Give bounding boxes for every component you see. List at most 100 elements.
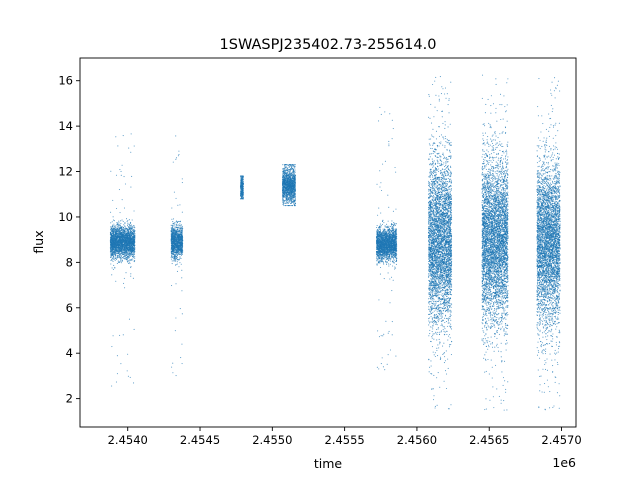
data-point	[287, 172, 288, 173]
data-point	[131, 250, 132, 251]
data-point	[111, 249, 112, 250]
data-point	[178, 236, 179, 237]
data-point	[130, 260, 131, 261]
data-point	[178, 266, 179, 267]
data-point	[172, 363, 173, 364]
data-point	[294, 191, 295, 192]
data-point	[131, 260, 132, 261]
data-point	[127, 225, 128, 226]
data-point	[171, 230, 172, 231]
data-point	[133, 247, 134, 248]
data-point	[119, 234, 120, 235]
data-point	[172, 254, 173, 255]
data-point	[127, 261, 128, 262]
data-point	[118, 225, 119, 226]
data-point	[174, 237, 175, 238]
data-point	[179, 223, 180, 224]
data-point	[115, 231, 116, 232]
data-point	[282, 202, 283, 203]
data-point	[123, 334, 124, 335]
data-point	[114, 251, 115, 252]
data-point	[177, 225, 178, 226]
data-point	[171, 259, 172, 260]
data-point	[134, 230, 135, 231]
data-point	[129, 254, 130, 255]
data-point	[130, 266, 131, 267]
data-point	[242, 194, 243, 195]
data-point	[122, 244, 123, 245]
data-point	[134, 329, 135, 330]
data-point	[110, 242, 111, 243]
data-point	[129, 235, 130, 236]
data-point	[179, 225, 180, 226]
data-point	[132, 227, 133, 228]
data-point	[177, 244, 178, 245]
data-point	[121, 245, 122, 246]
data-point	[132, 247, 133, 248]
data-point	[181, 245, 182, 246]
data-point	[119, 335, 120, 336]
data-point	[182, 247, 183, 248]
data-point	[177, 264, 178, 265]
data-point	[130, 223, 131, 224]
data-point	[130, 243, 131, 244]
data-point	[173, 162, 174, 163]
data-point	[173, 218, 174, 219]
data-point	[116, 236, 117, 237]
data-point	[177, 257, 178, 258]
data-point	[119, 252, 120, 253]
data-point	[128, 246, 129, 247]
data-point	[172, 372, 173, 373]
data-point	[118, 262, 119, 263]
data-point	[174, 226, 175, 227]
data-point	[126, 238, 127, 239]
data-point	[171, 253, 172, 254]
data-point	[134, 245, 135, 246]
data-point	[133, 278, 134, 279]
data-point	[113, 236, 114, 237]
data-point	[111, 247, 112, 248]
data-point	[182, 212, 183, 213]
data-point	[123, 247, 124, 248]
data-point	[127, 248, 128, 249]
data-point	[112, 200, 113, 201]
data-point	[178, 225, 179, 226]
data-point	[177, 222, 178, 223]
data-point	[116, 175, 117, 176]
data-point	[118, 253, 119, 254]
data-point	[176, 241, 177, 242]
data-point	[126, 233, 127, 234]
data-point	[129, 245, 130, 246]
data-point	[284, 203, 285, 204]
data-point	[125, 272, 126, 273]
data-point	[128, 260, 129, 261]
data-point	[115, 227, 116, 228]
data-point	[112, 246, 113, 247]
data-point	[126, 255, 127, 256]
data-point	[241, 182, 242, 183]
data-point	[172, 241, 173, 242]
data-point	[112, 251, 113, 252]
data-point	[111, 346, 112, 347]
data-point	[177, 255, 178, 256]
data-point	[182, 241, 183, 242]
data-point	[111, 226, 112, 227]
data-point	[128, 234, 129, 235]
data-point	[115, 234, 116, 235]
data-point	[176, 236, 177, 237]
data-point	[121, 175, 122, 176]
data-point	[120, 212, 121, 213]
data-point	[122, 259, 123, 260]
data-point	[285, 205, 286, 206]
data-point	[125, 259, 126, 260]
data-point	[132, 232, 133, 233]
data-point	[123, 232, 124, 233]
data-point	[295, 169, 296, 170]
data-point	[120, 220, 121, 221]
data-point	[115, 257, 116, 258]
data-point	[134, 236, 135, 237]
data-point	[133, 210, 134, 211]
data-point	[173, 240, 174, 241]
data-point	[171, 248, 172, 249]
data-point	[171, 245, 172, 246]
